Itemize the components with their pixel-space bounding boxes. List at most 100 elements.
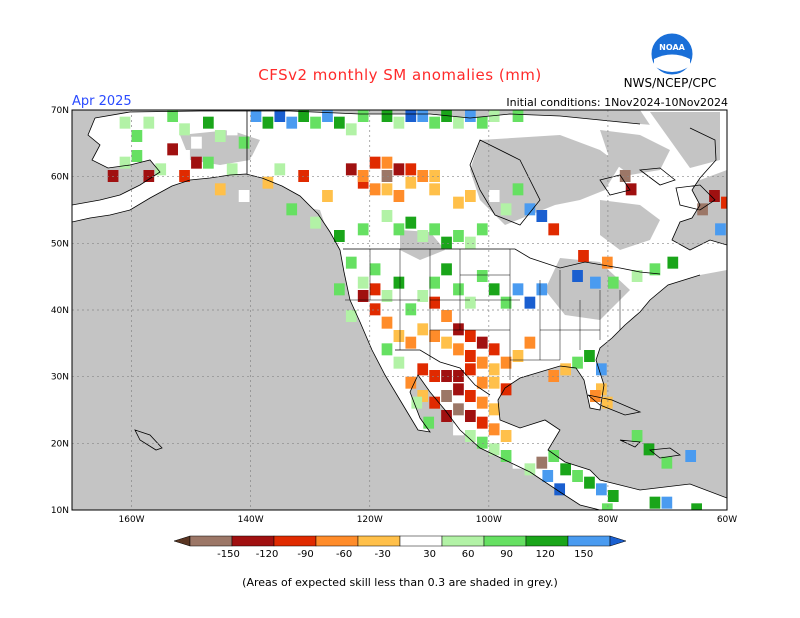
low-skill-region — [545, 258, 630, 320]
anomaly-cell — [500, 203, 512, 216]
map-frame — [71, 109, 728, 511]
colorbar-swatch — [525, 535, 569, 547]
low-skill-region — [600, 130, 670, 175]
anomaly-cell — [441, 390, 452, 402]
anomaly-cell — [536, 283, 548, 296]
anomaly-cell — [524, 203, 536, 216]
anomaly-cell — [453, 423, 464, 436]
anomaly-cell — [625, 183, 637, 196]
anomaly-cell — [167, 143, 178, 156]
anomaly-cell — [369, 123, 381, 136]
anomaly-cell — [500, 116, 512, 129]
longitude-label: 120W — [357, 515, 383, 525]
anomaly-cell — [721, 196, 727, 209]
anomaly-cell — [524, 296, 536, 309]
colorbar-label: -30 — [374, 549, 390, 560]
anomaly-cell — [393, 276, 405, 289]
anomaly-cell — [417, 290, 429, 302]
anomaly-cell — [453, 403, 464, 416]
low-skill-region — [470, 135, 620, 225]
anomaly-cell — [465, 390, 476, 402]
colorbar-swatch — [357, 535, 401, 547]
colorbar-swatch — [189, 535, 233, 547]
anomaly-cell — [155, 130, 167, 142]
anomaly-cell — [601, 503, 613, 510]
latitude-label: 50N — [51, 239, 69, 249]
anomaly-cell — [631, 430, 643, 442]
anomaly-cell — [262, 116, 274, 129]
anomaly-cell — [429, 223, 440, 236]
anomaly-cell — [393, 163, 405, 176]
anomaly-cell — [488, 343, 500, 356]
anomaly-cell — [619, 170, 631, 182]
anomaly-cell — [697, 203, 708, 216]
colorbar-swatch — [441, 535, 485, 547]
anomaly-cell — [423, 416, 435, 429]
colorbar-swatch — [315, 535, 359, 547]
anomaly-cell — [500, 356, 512, 369]
anomaly-cell — [441, 190, 452, 202]
anomaly-cell — [548, 450, 560, 462]
anomaly-cell — [226, 123, 238, 136]
colorbar-swatch — [483, 535, 527, 547]
anomaly-cell — [476, 336, 488, 349]
anomaly-cell — [357, 110, 369, 122]
anomaly-cell — [465, 110, 476, 122]
anomaly-cell — [310, 116, 321, 129]
anomaly-cell — [536, 210, 548, 222]
anomaly-cell — [357, 176, 369, 189]
anomaly-cell — [465, 330, 476, 342]
anomaly-cell — [417, 323, 429, 336]
anomaly-cell — [334, 283, 345, 296]
anomaly-cell — [191, 136, 202, 149]
anomaly-cell — [572, 270, 583, 282]
anomaly-cell — [572, 470, 583, 482]
anomaly-cell — [405, 336, 417, 349]
agency-label: NWS/NCEP/CPC — [623, 76, 717, 90]
anomaly-cell — [345, 150, 357, 162]
anomaly-cell — [500, 450, 512, 462]
anomaly-cell — [536, 456, 548, 469]
anomaly-cell — [601, 256, 613, 269]
anomaly-cell — [345, 123, 357, 136]
low-skill-region — [400, 230, 445, 260]
anomaly-cell — [357, 170, 369, 182]
anomaly-cell — [214, 183, 226, 196]
anomaly-cell — [381, 110, 393, 122]
longitude-labels: 160W 140W 120W 100W 80W 60W — [119, 515, 738, 525]
land-area — [72, 111, 727, 510]
anomaly-cell — [405, 376, 417, 389]
map-title: CFSv2 monthly SM anomalies (mm) — [258, 66, 542, 84]
colorbar-swatch — [231, 535, 275, 547]
anomaly-cell — [179, 150, 190, 162]
anomaly-cell — [322, 110, 333, 122]
anomaly-cell — [453, 323, 464, 336]
anomaly-cell — [417, 363, 429, 376]
anomaly-cell — [441, 370, 452, 382]
anomaly-cell — [429, 296, 440, 309]
anomaly-cell — [465, 296, 476, 309]
anomaly-cell — [357, 276, 369, 289]
anomaly-cell — [584, 350, 595, 362]
anomaly-cell — [131, 150, 143, 162]
latitude-label: 20N — [51, 439, 69, 449]
anomaly-cell — [167, 110, 178, 122]
anomaly-cell — [143, 170, 155, 182]
anomaly-cell — [453, 283, 464, 296]
anomaly-cell — [476, 356, 488, 369]
anomaly-cell — [214, 130, 226, 142]
anomaly-cell — [691, 503, 702, 510]
anomaly-cell — [393, 190, 405, 202]
anomaly-cell — [441, 310, 452, 322]
anomaly-cell — [345, 256, 357, 269]
anomaly-cell — [429, 370, 440, 382]
anomaly-cell — [453, 370, 464, 382]
anomaly-cell — [441, 236, 452, 249]
anomaly-cell — [274, 163, 286, 176]
country-border — [246, 111, 661, 396]
anomaly-cell — [429, 116, 440, 129]
graticule — [72, 110, 727, 510]
anomaly-cell — [649, 496, 661, 509]
coastline — [72, 110, 727, 510]
anomaly-cell — [488, 443, 500, 456]
